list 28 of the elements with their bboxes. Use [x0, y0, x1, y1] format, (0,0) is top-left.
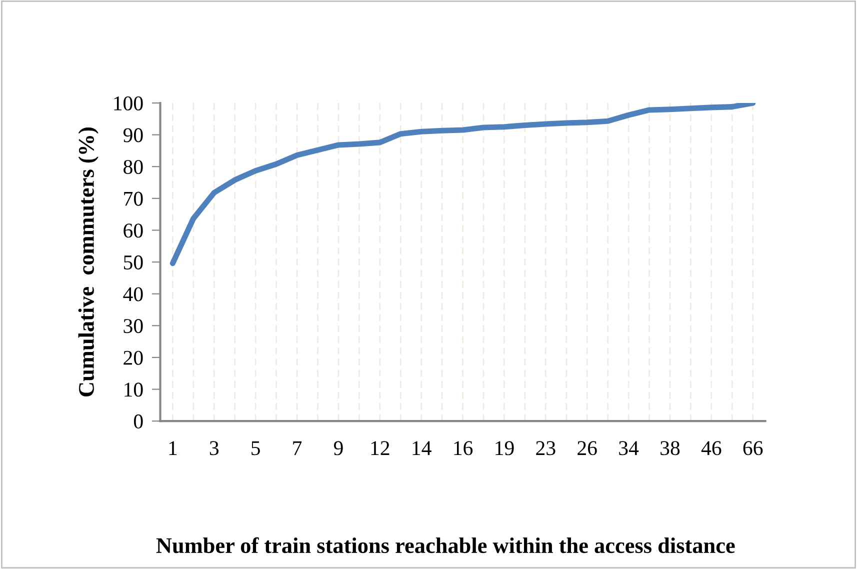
x-tick-label: 46: [701, 441, 722, 456]
x-tick-label: 7: [293, 441, 302, 455]
x-tick-label: 1: [169, 441, 177, 455]
y-tick-label: 70: [124, 192, 143, 206]
y-tick-label: 0: [134, 414, 143, 428]
x-tick-label: 19: [496, 441, 514, 456]
x-tick-label: 23: [536, 441, 556, 456]
y-tick-label: 100: [114, 96, 143, 110]
x-tick-label: 12: [371, 441, 390, 455]
x-tick-label: 14: [412, 441, 432, 455]
x-tick-label: 3: [210, 441, 219, 456]
y-tick-label: 40: [123, 287, 143, 302]
y-tick-label: 50: [124, 255, 143, 270]
x-tick-label: 5: [252, 441, 260, 456]
x-tick-label: 38: [660, 441, 680, 456]
y-axis-title: Cumulative commuters (%): [78, 128, 98, 396]
x-axis-title: Number of train stations reachable within the access distance: [156, 537, 735, 554]
y-tick-label: 90: [123, 128, 143, 142]
y-tick-label: 80: [124, 160, 143, 174]
y-tick-label: 10: [124, 382, 143, 397]
y-tick-label: 60: [124, 224, 143, 238]
x-tick-label: 16: [454, 441, 473, 456]
y-tick-label: 20: [124, 350, 143, 365]
x-tick-label: 9: [334, 441, 343, 456]
y-tick-label: 30: [124, 319, 143, 334]
x-tick-label: 26: [578, 441, 597, 456]
x-tick-label: 66: [743, 441, 763, 456]
x-tick-label: 34: [619, 441, 639, 456]
